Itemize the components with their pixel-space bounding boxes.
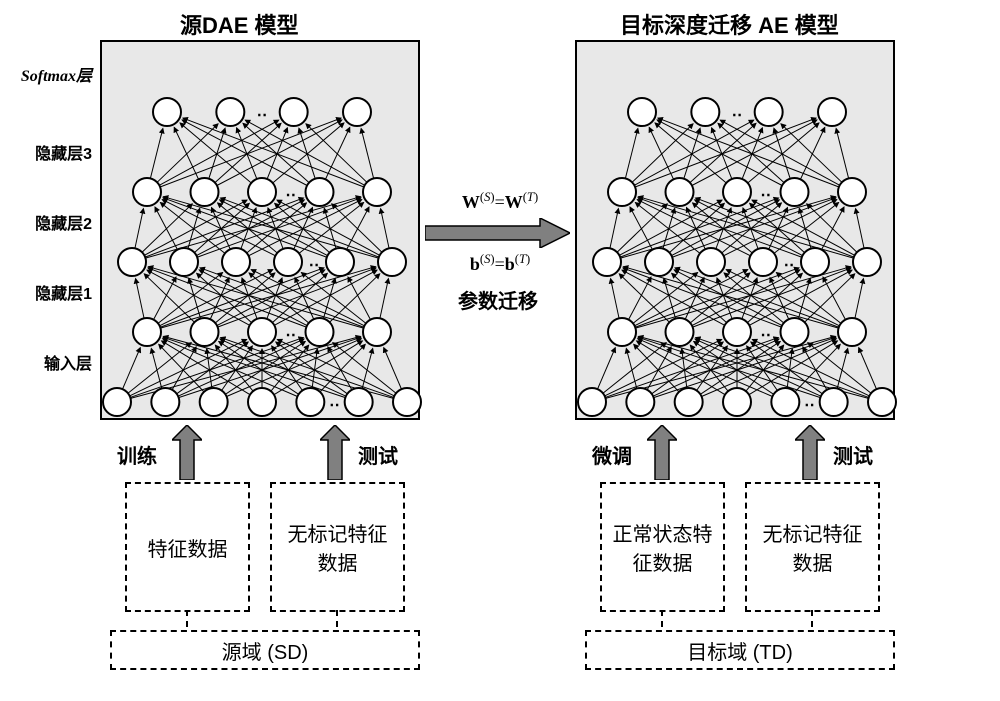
target-test-label: 测试 (833, 440, 873, 469)
source-test-arrow (320, 425, 350, 480)
label-h1: 隐藏层1 (2, 280, 92, 304)
source-domain-text: 源域 (SD) (222, 636, 309, 665)
label-softmax: Softmax层 (2, 62, 92, 86)
target-connector-svg (580, 610, 900, 635)
target-domain-box: 目标域 (TD) (585, 630, 895, 670)
source-title: 源DAE 模型 (180, 8, 299, 40)
svg-text:‥: ‥ (285, 323, 296, 340)
svg-text:‥: ‥ (804, 393, 815, 410)
svg-text:‥: ‥ (329, 393, 340, 410)
transfer-eq1: W(S)=W(T) (440, 190, 560, 213)
svg-text:‥: ‥ (309, 253, 320, 270)
target-normal-box: 正常状态特 征数据 (600, 482, 725, 612)
source-unlab-box: 无标记特征 数据 (270, 482, 405, 612)
source-feature-text: 特征数据 (148, 533, 228, 562)
svg-text:‥: ‥ (784, 253, 795, 270)
label-h3: 隐藏层3 (2, 140, 92, 164)
source-connector-svg (105, 610, 425, 635)
svg-text:‥: ‥ (285, 183, 296, 200)
target-finetune-label: 微调 (592, 440, 632, 469)
target-domain-text: 目标域 (TD) (687, 636, 793, 665)
source-unlab-text: 无标记特征 数据 (288, 518, 388, 576)
source-nn-svg: ‥ ‥ ‥ ‥ ‥ (102, 42, 422, 422)
transfer-arrow (425, 218, 570, 248)
svg-text:‥: ‥ (732, 103, 743, 120)
target-unlab-box: 无标记特征 数据 (745, 482, 880, 612)
target-finetune-arrow (647, 425, 677, 480)
svg-text:‥: ‥ (760, 323, 771, 340)
target-test-arrow (795, 425, 825, 480)
source-train-label: 训练 (117, 440, 157, 469)
target-nn-svg: ‥ ‥ ‥ ‥ ‥ (577, 42, 897, 422)
transfer-label-cn: 参数迁移 (448, 285, 548, 314)
target-unlab-text: 无标记特征 数据 (763, 518, 863, 576)
source-test-label: 测试 (358, 440, 398, 469)
source-nn-panel: ‥ ‥ ‥ ‥ ‥ (100, 40, 420, 420)
svg-text:‥: ‥ (760, 183, 771, 200)
source-domain-box: 源域 (SD) (110, 630, 420, 670)
target-normal-text: 正常状态特 征数据 (613, 518, 713, 576)
transfer-eq2: b(S)=b(T) (445, 252, 555, 275)
svg-text:‥: ‥ (257, 103, 268, 120)
label-h2: 隐藏层2 (2, 210, 92, 234)
source-train-arrow (172, 425, 202, 480)
target-nn-panel: ‥ ‥ ‥ ‥ ‥ (575, 40, 895, 420)
label-input: 输入层 (2, 350, 92, 374)
source-feature-box: 特征数据 (125, 482, 250, 612)
target-title: 目标深度迁移 AE 模型 (620, 8, 839, 40)
